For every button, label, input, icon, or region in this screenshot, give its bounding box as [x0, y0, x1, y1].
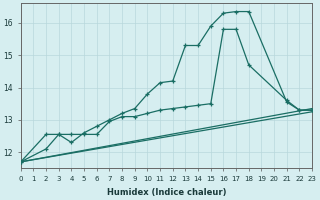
X-axis label: Humidex (Indice chaleur): Humidex (Indice chaleur) — [107, 188, 226, 197]
